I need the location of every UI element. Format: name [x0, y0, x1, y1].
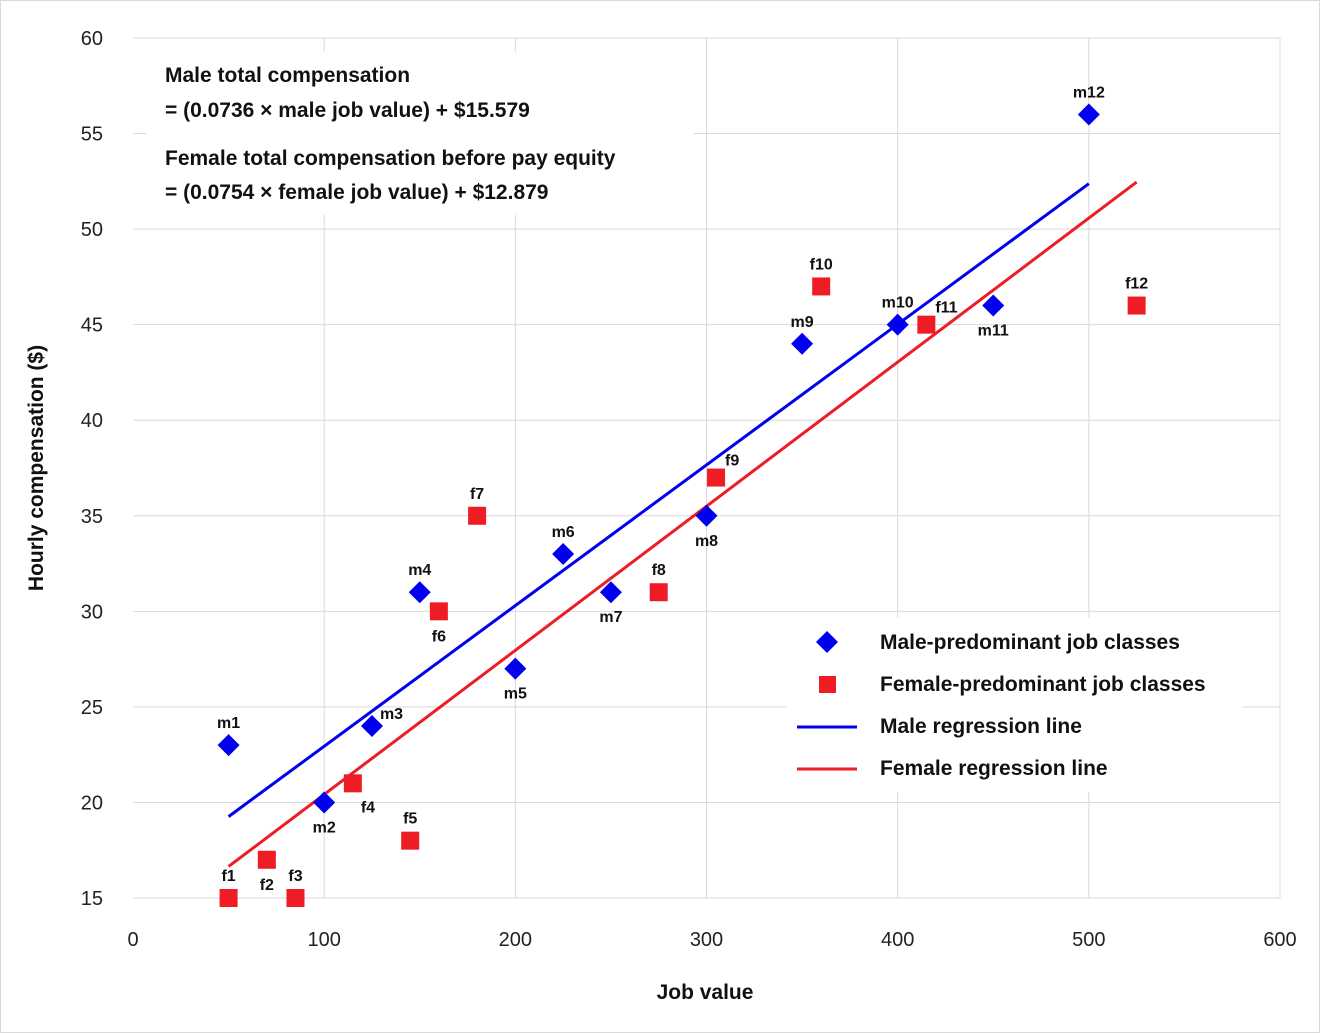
legend: Male-predominant job classes Female-pred… [787, 618, 1242, 792]
point-label-f3: f3 [288, 868, 302, 885]
x-tick-label: 400 [881, 929, 914, 951]
axis-ticks: 0 100 200 300 400 500 600 15 20 25 30 35 40 45 50 55 60 [81, 28, 1297, 951]
female-equation-title: Female total compensation before pay equ… [165, 147, 616, 170]
legend-square-icon [819, 676, 836, 693]
female-point-f3 [286, 889, 305, 907]
x-axis-title: Job value [657, 981, 754, 1004]
point-label-f11: f11 [935, 300, 957, 317]
male-point-m2 [313, 791, 336, 814]
equation-annotation: Male total compensation = (0.0736 × male… [146, 52, 694, 215]
female-point-f5 [401, 831, 420, 850]
point-label-m5: m5 [504, 686, 527, 703]
female-point-f7 [468, 506, 487, 525]
legend-label-male-line: Male regression line [880, 715, 1082, 738]
point-label-m1: m1 [217, 715, 240, 732]
y-tick-label: 20 [81, 792, 103, 814]
y-tick-label: 25 [81, 697, 103, 719]
y-tick-label: 45 [81, 315, 103, 337]
female-point-f2 [257, 850, 276, 869]
point-label-m6: m6 [552, 524, 575, 541]
point-label-f4: f4 [361, 799, 375, 816]
point-label-f9: f9 [725, 453, 739, 470]
y-tick-label: 35 [81, 506, 103, 528]
female-point-f8 [649, 583, 668, 602]
point-label-m2: m2 [313, 819, 336, 836]
female-point-f1 [219, 889, 238, 907]
x-tick-label: 600 [1263, 929, 1296, 951]
point-label-m4: m4 [408, 562, 431, 579]
female-point-f11 [917, 315, 936, 334]
female-point-f4 [343, 774, 362, 793]
point-label-f1: f1 [221, 868, 235, 885]
male-equation-title: Male total compensation [165, 64, 410, 87]
y-tick-label: 40 [81, 410, 103, 432]
point-label-f2: f2 [260, 877, 274, 894]
male-regression-line [227, 182, 1090, 818]
point-label-m7: m7 [599, 609, 622, 626]
male-point-m9 [791, 332, 814, 355]
female-point-f9 [707, 468, 726, 487]
legend-label-female-line: Female regression line [880, 757, 1108, 780]
y-tick-label: 60 [81, 28, 103, 50]
x-tick-label: 500 [1072, 929, 1105, 951]
x-tick-label: 300 [690, 929, 723, 951]
x-tick-label: 200 [499, 929, 532, 951]
x-tick-label: 100 [307, 929, 340, 951]
legend-label-female-points: Female-predominant job classes [880, 673, 1206, 696]
male-point-m7 [599, 581, 622, 604]
point-label-m12: m12 [1073, 84, 1105, 101]
female-regression-line [227, 180, 1138, 868]
legend-diamond-icon [816, 631, 838, 653]
female-point-f12 [1127, 296, 1146, 315]
male-point-m10 [886, 313, 909, 336]
y-tick-label: 15 [81, 888, 103, 910]
point-label-f5: f5 [403, 811, 417, 828]
regression-lines [227, 180, 1138, 868]
point-label-m10: m10 [882, 295, 914, 312]
point-label-f10: f10 [810, 256, 833, 273]
point-label-m11: m11 [978, 323, 1009, 340]
point-label-m9: m9 [791, 314, 814, 331]
male-point-m4 [408, 581, 431, 604]
female-equation-formula: = (0.0754 × female job value) + $12.879 [165, 181, 549, 204]
y-tick-label: 30 [81, 601, 103, 623]
y-tick-label: 50 [81, 219, 103, 241]
female-point-f6 [429, 602, 448, 621]
point-labels: m1 m2 m3 m4 m5 m6 m7 m8 m9 m10 m11 m12 f1 f2 f3 f4 f5 f6 f… [217, 84, 1148, 893]
y-axis-title: Hourly compensation ($) [25, 345, 48, 591]
female-point-f10 [812, 277, 831, 296]
male-point-m11 [982, 294, 1005, 317]
equation-box [146, 52, 694, 215]
male-point-m12 [1077, 103, 1100, 126]
point-label-m3: m3 [380, 706, 403, 723]
male-point-m1 [217, 734, 240, 757]
male-point-m6 [552, 543, 575, 565]
male-point-m3 [360, 715, 383, 737]
point-label-m8: m8 [695, 533, 718, 550]
point-label-f12: f12 [1125, 276, 1148, 293]
grid [133, 37, 1281, 899]
point-label-f7: f7 [470, 486, 484, 503]
legend-box [787, 618, 1242, 792]
male-point-m8 [695, 504, 718, 527]
point-label-f8: f8 [652, 562, 666, 579]
male-point-m5 [504, 657, 527, 680]
x-tick-label: 0 [127, 929, 138, 951]
y-tick-label: 55 [81, 124, 103, 146]
point-label-f6: f6 [432, 628, 446, 645]
legend-label-male-points: Male-predominant job classes [880, 631, 1180, 654]
data-points [217, 103, 1146, 907]
male-equation-formula: = (0.0736 × male job value) + $15.579 [165, 99, 530, 122]
